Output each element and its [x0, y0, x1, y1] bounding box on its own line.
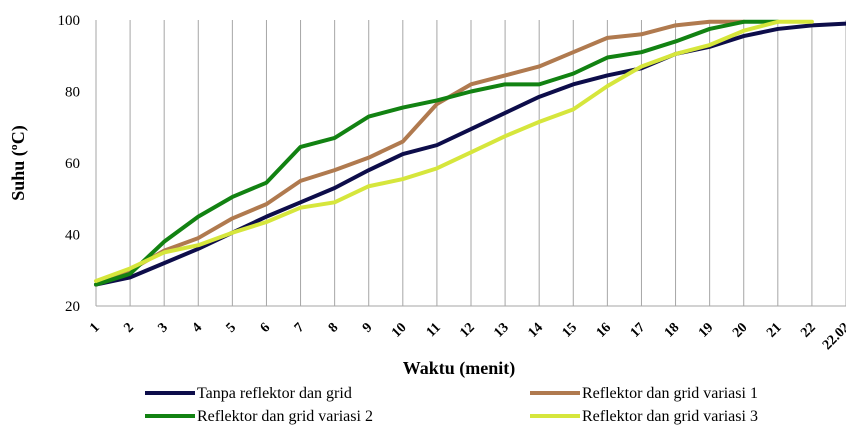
x-tick-label: 18: [662, 320, 683, 341]
x-tick-labels: 1 2 3 4 5 6 7 8 9 10 11 12 13 14 15 16 17 18 19 20 21 22 22.02: [87, 320, 846, 353]
x-tick-label: 15: [560, 320, 581, 341]
x-axis-title: Waktu (menit): [403, 358, 516, 379]
x-tick-label: 7: [292, 320, 308, 336]
y-tick-label: 40: [65, 228, 80, 244]
x-tick-label: 1: [87, 320, 103, 336]
y-tick-label: 20: [65, 299, 80, 315]
y-tick-label: 80: [65, 85, 80, 101]
x-tick-label: 5: [224, 320, 240, 336]
x-tick-label: 20: [730, 320, 751, 341]
legend-label-2: Reflektor dan grid variasi 1: [582, 385, 758, 402]
legend-label-3: Reflektor dan grid variasi 2: [197, 408, 373, 425]
x-tick-label: 12: [457, 320, 478, 341]
legend-label-4: Reflektor dan grid variasi 3: [582, 408, 758, 425]
series-line-3: [94, 19, 780, 287]
grid-layer: [95, 20, 846, 306]
x-tick-label: 4: [190, 320, 206, 336]
y-axis-title: Suhu (ºC): [8, 125, 29, 200]
x-tick-label: 8: [326, 320, 342, 336]
legend-label-1: Tanpa reflektor dan grid: [197, 385, 352, 402]
series-layer: [94, 19, 846, 287]
x-tick-label: 2: [121, 320, 137, 336]
x-tick-label: 9: [360, 320, 376, 336]
x-tick-label: 22: [798, 320, 819, 341]
x-tick-label: 21: [764, 320, 785, 341]
series-line-4: [94, 19, 814, 283]
series-line-2: [94, 19, 746, 287]
x-tick-label: 16: [594, 320, 615, 341]
x-tick-label: 13: [491, 320, 512, 341]
y-tick-label: 60: [65, 156, 80, 172]
x-tick-label: 3: [155, 320, 171, 336]
x-tick-label: 10: [389, 320, 410, 341]
x-tick-label: 22.02: [820, 320, 846, 353]
x-tick-label: 11: [424, 320, 444, 340]
x-tick-label: 14: [526, 320, 547, 341]
legend: Tanpa reflektor dan grid Reflektor dan gr…: [145, 385, 758, 425]
y-tick-labels: 20 40 60 80 100: [58, 13, 81, 315]
x-tick-label: 6: [258, 320, 274, 336]
x-tick-label: 17: [628, 320, 649, 341]
x-tick-label: 19: [696, 320, 717, 341]
y-tick-label: 100: [58, 13, 81, 29]
